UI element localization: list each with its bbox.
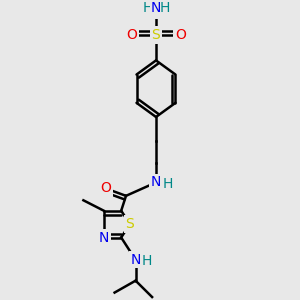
Text: O: O bbox=[126, 28, 137, 42]
Text: H: H bbox=[159, 1, 170, 15]
Text: S: S bbox=[125, 217, 134, 231]
Text: H: H bbox=[162, 177, 172, 191]
Text: S: S bbox=[152, 28, 160, 42]
Text: N: N bbox=[151, 176, 161, 189]
Text: H: H bbox=[151, 4, 161, 18]
Text: N: N bbox=[151, 1, 161, 15]
Text: H: H bbox=[142, 254, 152, 268]
Text: H: H bbox=[142, 1, 153, 15]
Text: O: O bbox=[100, 182, 111, 195]
Text: N: N bbox=[99, 230, 109, 244]
Text: N: N bbox=[130, 253, 141, 267]
Text: O: O bbox=[175, 28, 186, 42]
